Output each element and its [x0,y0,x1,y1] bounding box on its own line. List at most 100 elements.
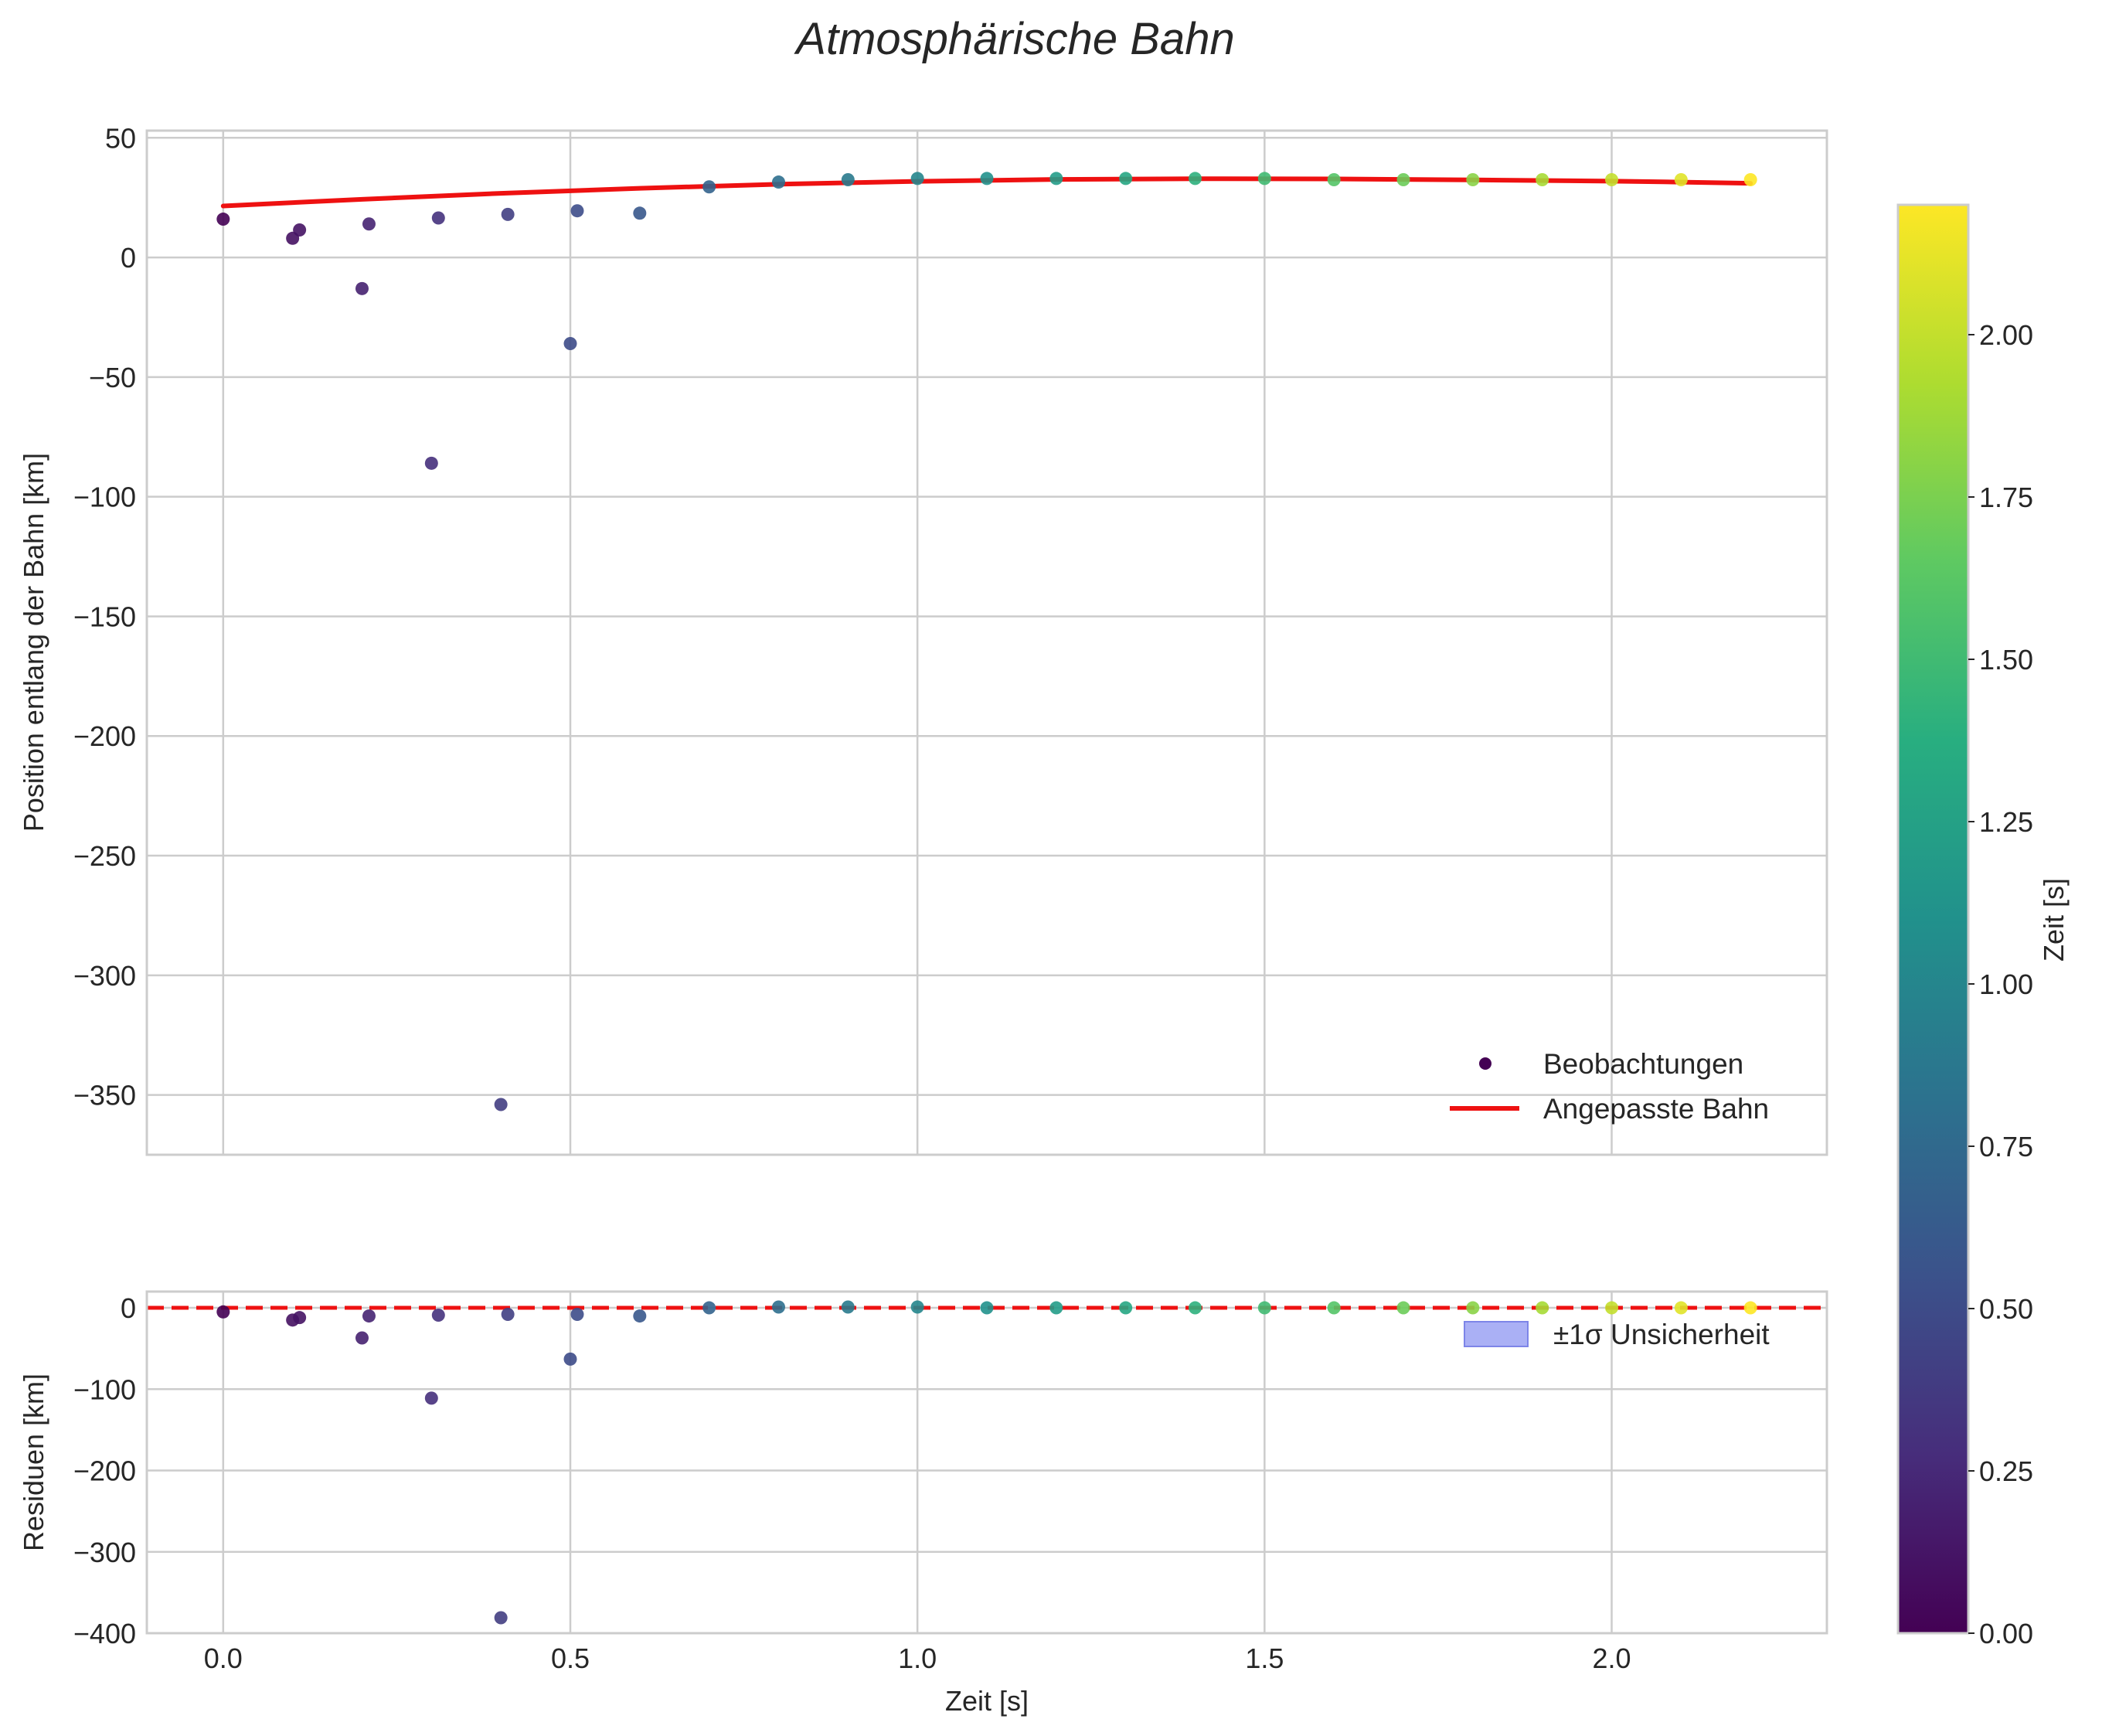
bottom-xtick-label: 2.0 [1592,1642,1631,1674]
residual-point [980,1301,994,1315]
top-grid [147,131,1827,1155]
colorbar-ticks: 0.00 0.25 0.50 0.75 1.00 1.25 1.50 1.75 2.00 [1968,319,2033,1649]
residual-point [841,1300,855,1314]
residual-point [702,1301,716,1315]
residual-point [910,1300,924,1314]
top-ytick-label: −50 [89,362,136,393]
observation-point [1327,172,1341,186]
chart-title: Atmosphärische Bahn [794,14,1234,64]
residual-point [293,1311,307,1325]
observation-point [216,213,230,226]
bottom-xtick-label: 0.0 [204,1642,243,1674]
observation-point [494,1098,508,1111]
top-panel: 50 0 −50 −100 −150 −200 −250 −300 −350 Position … [18,122,1828,1156]
residual-point [1049,1301,1063,1315]
observation-point [501,207,515,221]
observation-point [633,206,647,220]
residual-point [1605,1301,1619,1315]
bottom-panel: 0 −100 −200 −300 −400 0.0 0.5 1.0 1.5 2.0 Residu… [18,1290,1828,1717]
residual-point [563,1352,577,1366]
legend-label-observations: Beobachtungen [1543,1048,1743,1080]
observation-point [980,172,994,186]
observation-point [293,223,307,237]
bottom-ytick-label: −200 [73,1455,136,1487]
residual-point [1327,1301,1341,1315]
residual-point [1674,1301,1688,1315]
observation-point [355,281,369,295]
bottom-yticks: 0 −100 −200 −300 −400 [73,1292,136,1649]
residual-point [570,1307,584,1321]
colorbar-tick-label: 1.25 [1979,806,2033,838]
top-ylabel: Position entlang der Bahn [km] [18,453,49,832]
bottom-xtick-label: 1.5 [1245,1642,1284,1674]
colorbar-tick-label: 1.00 [1979,968,2033,1000]
top-ytick-label: 50 [105,122,136,154]
bottom-ytick-label: −100 [73,1373,136,1405]
bottom-xlabel: Zeit [s] [945,1685,1029,1717]
observation-point [424,456,438,470]
residual-point [1466,1301,1480,1315]
bottom-ytick-label: −300 [73,1537,136,1568]
residual-point [424,1391,438,1405]
bottom-xtick-label: 1.0 [898,1642,937,1674]
residual-point [216,1305,230,1319]
observation-point [1466,172,1480,186]
colorbar-tick-label: 1.75 [1979,482,2033,513]
observation-point [570,204,584,218]
observation-point [563,337,577,351]
bottom-xticks: 0.0 0.5 1.0 1.5 2.0 [204,1642,1631,1674]
top-plot-area [147,131,1827,1155]
residual-point [1119,1301,1133,1315]
residual-point [1257,1301,1271,1315]
colorbar-tick-label: 0.75 [1979,1131,2033,1162]
residual-point [771,1300,785,1314]
top-ytick-label: −100 [73,482,136,513]
colorbar-gradient [1896,203,1970,1635]
top-ytick-label: −200 [73,720,136,752]
residual-point [501,1307,515,1321]
observation-point [771,175,785,189]
residual-point [362,1309,376,1323]
top-ytick-label: 0 [121,242,136,274]
observation-point [1743,172,1757,186]
bottom-ytick-label: 0 [121,1292,136,1324]
top-ytick-label: −300 [73,960,136,992]
top-frame [145,129,1828,1156]
legend-label-uncertainty: ±1σ Unsicherheit [1553,1319,1770,1350]
observation-point [702,180,716,194]
colorbar-tick-label: 0.00 [1979,1618,2033,1649]
residual-point [1396,1301,1410,1315]
top-legend: Beobachtungen Angepasste Bahn [1450,1048,1769,1125]
bottom-points-layer [216,1300,1757,1625]
colorbar: 0.00 0.25 0.50 0.75 1.00 1.25 1.50 1.75 2.00 Zei… [1896,203,2070,1649]
residual-point [494,1611,508,1625]
bottom-ylabel: Residuen [km] [18,1373,49,1551]
legend-marker-observations [1479,1057,1491,1070]
top-points-layer [216,172,1757,1111]
bottom-xtick-label: 0.5 [551,1642,590,1674]
observation-point [1674,172,1688,186]
observation-point [1257,172,1271,186]
observation-point [1605,172,1619,186]
legend-marker-uncertainty [1464,1321,1529,1347]
observation-point [1536,172,1549,186]
bottom-legend: ±1σ Unsicherheit [1464,1319,1770,1350]
legend-label-fit: Angepasste Bahn [1543,1093,1769,1125]
observation-point [1049,172,1063,186]
bottom-plot-area [147,1292,1827,1633]
bottom-ytick-label: −400 [73,1618,136,1649]
residual-point [355,1331,369,1345]
observation-point [1189,172,1202,186]
top-ytick-label: −250 [73,840,136,872]
observation-point [431,211,445,225]
colorbar-tick-label: 2.00 [1979,319,2033,351]
bottom-frame [145,1290,1828,1635]
observation-point [362,217,376,231]
residual-point [431,1309,445,1322]
residual-point [1536,1301,1549,1315]
colorbar-label: Zeit [s] [2038,878,2070,962]
colorbar-tick-label: 0.50 [1979,1293,2033,1325]
observation-point [841,172,855,186]
top-ytick-label: −150 [73,601,136,632]
